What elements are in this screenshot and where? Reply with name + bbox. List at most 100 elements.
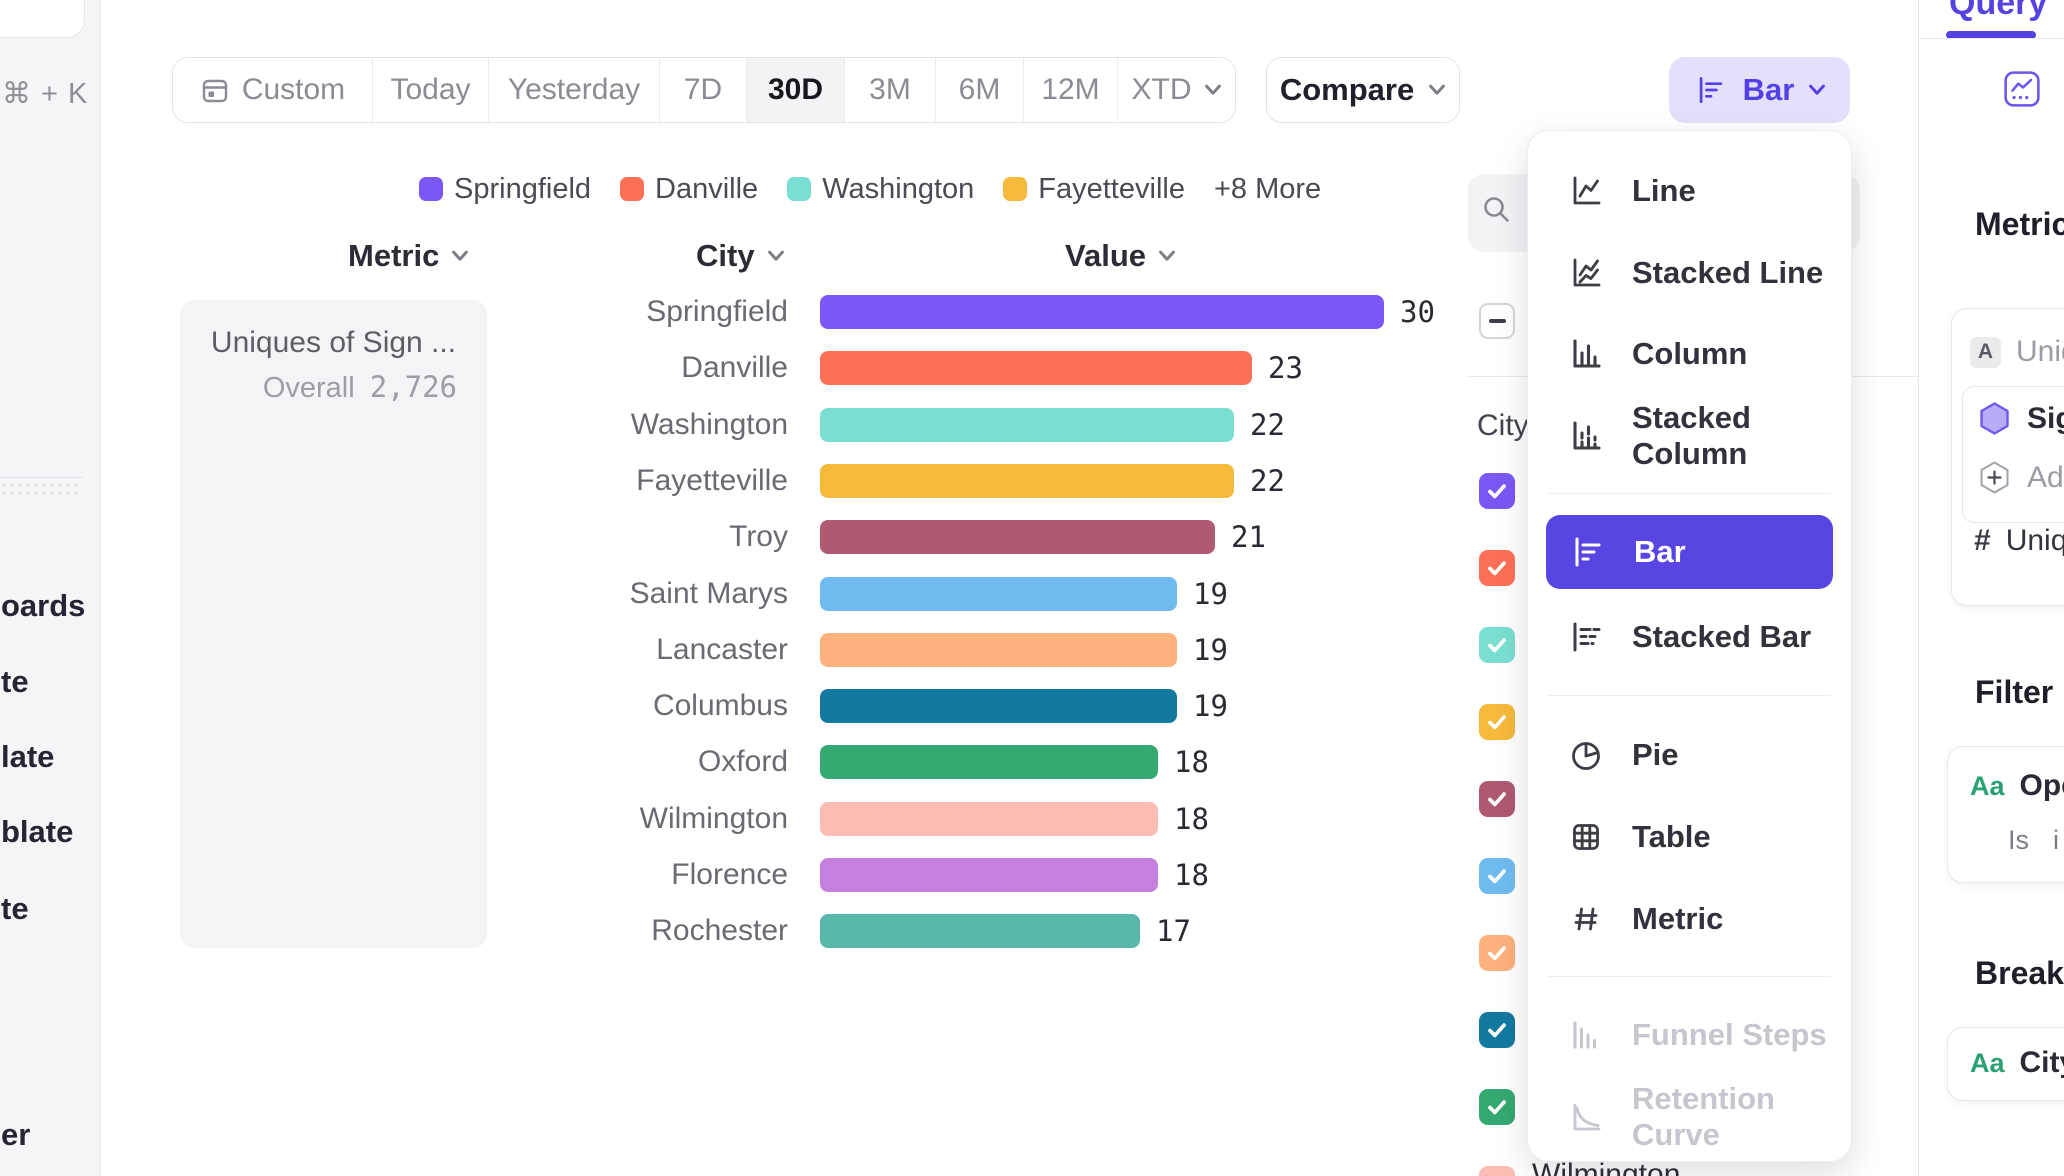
date-tab-custom[interactable]: Custom (173, 58, 373, 122)
city-label: Springfield (646, 295, 788, 328)
date-tab-today[interactable]: Today (373, 58, 489, 122)
filter-card[interactable]: Aa Open Is i (1947, 746, 2064, 883)
city-checkbox[interactable] (1479, 1012, 1515, 1048)
date-tab-xtd[interactable]: XTD (1118, 58, 1235, 122)
date-tab-6m[interactable]: 6M (936, 58, 1024, 122)
city-label: Columbus (652, 689, 788, 723)
city-column-header[interactable]: City (696, 238, 785, 274)
date-tab-label: 3M (869, 73, 911, 106)
breakdown-card[interactable]: Aa City (1947, 1027, 2064, 1101)
sidebar-item-partial[interactable]: late (1, 739, 55, 774)
menu-item-label: Funnel Steps (1632, 1017, 1827, 1052)
chevron-down-icon (451, 250, 469, 262)
value-label: 19 (1193, 632, 1228, 667)
sidebar-item-partial[interactable]: te (1, 891, 29, 926)
city-checkbox[interactable] (1479, 550, 1515, 586)
city-row-label: Wilmington (1532, 1158, 1681, 1176)
value-bar[interactable] (820, 407, 1234, 442)
date-tab-3m[interactable]: 3M (845, 58, 936, 122)
city-checkbox[interactable] (1479, 858, 1515, 894)
city-checkbox[interactable] (1479, 1166, 1515, 1176)
keyboard-shortcut-hint: ⌘ + K (2, 78, 89, 110)
value-bar[interactable] (820, 351, 1252, 386)
menu-item-pie[interactable]: Pie (1528, 723, 1851, 787)
compare-button[interactable]: Compare (1266, 57, 1460, 123)
filter-value[interactable]: i (2053, 825, 2060, 855)
pie-chart-icon (1566, 735, 1606, 775)
menu-item-table[interactable]: Table (1528, 805, 1851, 869)
menu-item-line[interactable]: Line (1528, 159, 1851, 223)
property-type-icon: Aa (1970, 770, 2005, 801)
filter-operator[interactable]: Is (2008, 825, 2030, 855)
menu-item-column[interactable]: Column (1528, 322, 1851, 386)
check-icon (1484, 709, 1510, 735)
menu-item-label: Table (1632, 819, 1711, 854)
value-label: 18 (1174, 745, 1209, 780)
stacked-column-icon (1566, 416, 1606, 456)
chevron-down-icon (767, 250, 785, 262)
filter-heading: Filter (1975, 674, 2054, 710)
metric-column-header[interactable]: Metric (348, 238, 469, 274)
sidebar-item-partial[interactable]: oards (1, 588, 86, 623)
legend-swatch (1003, 177, 1028, 201)
value-bar[interactable] (820, 689, 1177, 724)
sidebar-item-partial[interactable]: blate (1, 814, 74, 849)
menu-item-label: Retention Curve (1632, 1081, 1775, 1152)
legend-item[interactable]: Washington (787, 173, 974, 206)
city-checkbox[interactable] (1479, 704, 1515, 740)
value-bar[interactable] (820, 801, 1158, 836)
menu-item-stacked-column[interactable]: Stacked Column (1528, 400, 1851, 471)
chevron-down-icon (1428, 84, 1446, 96)
value-bar[interactable] (820, 520, 1215, 555)
sidebar-item-partial[interactable]: te (1, 664, 29, 699)
date-tab-7d[interactable]: 7D (660, 58, 747, 122)
value-bar[interactable] (820, 914, 1140, 949)
city-label: Wilmington (639, 801, 788, 835)
date-tab-yesterday[interactable]: Yesterday (489, 58, 660, 122)
menu-item-label: Pie (1632, 737, 1679, 772)
menu-divider (1548, 695, 1831, 696)
add-hexagon-icon[interactable] (1977, 460, 2012, 495)
date-tab-12m[interactable]: 12M (1024, 58, 1118, 122)
chart-preview-icon[interactable] (2003, 70, 2041, 108)
menu-item-label: Line (1632, 173, 1696, 208)
tab-query[interactable]: Query (1949, 0, 2048, 22)
menu-item-stacked-line[interactable]: Stacked Line (1528, 241, 1851, 305)
legend-item[interactable]: Springfield (419, 173, 591, 206)
value-bar[interactable] (820, 576, 1177, 611)
query-sidebar: Query Metrics A Uniques Sign up Add # (1918, 0, 2064, 1176)
value-bar[interactable] (820, 463, 1234, 498)
value-bar[interactable] (820, 745, 1158, 780)
city-checkbox[interactable] (1479, 627, 1515, 663)
menu-item-bar[interactable]: Bar (1546, 515, 1833, 589)
value-label: 22 (1250, 463, 1285, 498)
city-label: Troy (729, 520, 788, 554)
legend-swatch (620, 177, 645, 201)
menu-item-stacked-bar[interactable]: Stacked Bar (1528, 605, 1851, 669)
event-picker-card[interactable]: Sign up Add (1962, 386, 2064, 523)
value-bar[interactable] (820, 295, 1384, 329)
legend-item[interactable]: Fayetteville (1003, 173, 1185, 206)
legend-item[interactable]: Danville (620, 173, 758, 206)
city-checkbox[interactable] (1479, 473, 1515, 509)
menu-item-label: Stacked Bar (1632, 619, 1812, 654)
city-checkbox[interactable] (1479, 781, 1515, 817)
value-bar[interactable] (820, 632, 1177, 667)
metric-definition-card[interactable]: A Uniques Sign up Add # Uniques (1951, 308, 2064, 606)
menu-item-label: Stacked Column (1632, 400, 1751, 471)
check-icon (1484, 863, 1510, 889)
legend-more-button[interactable]: +8 More (1213, 172, 1322, 205)
stacked-line-icon (1566, 253, 1606, 293)
city-checkbox[interactable] (1479, 1089, 1515, 1125)
chart-type-button[interactable]: Bar (1669, 57, 1850, 123)
value-column-header[interactable]: Value (1065, 238, 1176, 274)
metric-summary-card[interactable]: Uniques of Sign ... Overall 2,726 (180, 300, 487, 948)
city-checkbox[interactable] (1479, 935, 1515, 971)
menu-item-metric[interactable]: Metric (1528, 887, 1851, 951)
city-label: Florence (671, 858, 788, 891)
search-card[interactable] (0, 0, 85, 38)
select-all-checkbox[interactable] (1479, 303, 1515, 339)
value-bar[interactable] (820, 858, 1158, 892)
date-tab-30d[interactable]: 30D (747, 58, 845, 122)
sidebar-item-partial[interactable]: er (1, 1117, 31, 1152)
